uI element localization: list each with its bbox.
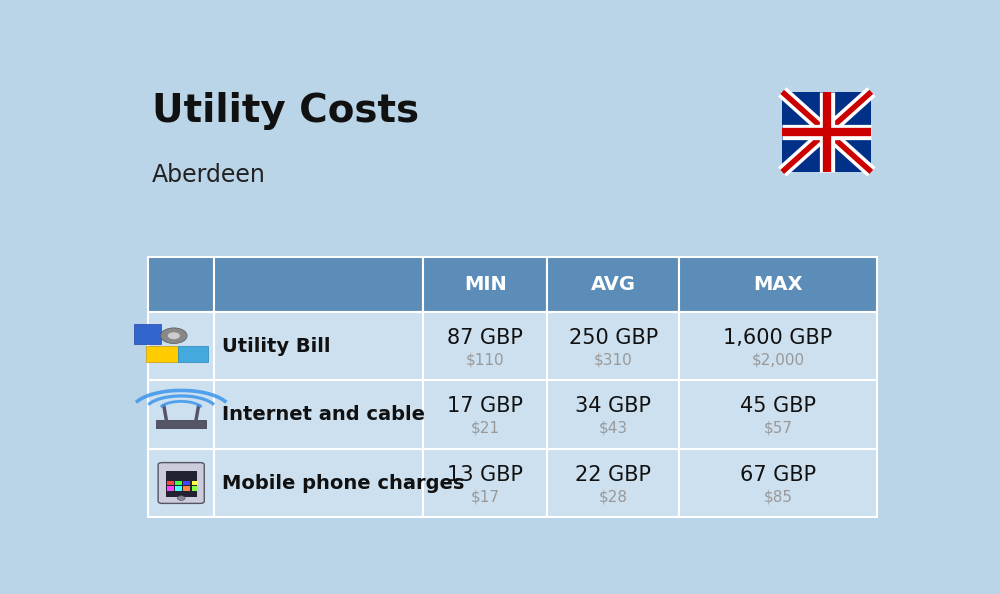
Text: 13 GBP: 13 GBP — [447, 465, 523, 485]
Bar — [214, 380, 423, 449]
Bar — [148, 312, 214, 380]
Bar — [167, 481, 174, 485]
Text: Utility Bill: Utility Bill — [222, 337, 330, 356]
Bar — [679, 449, 877, 517]
Text: 22 GBP: 22 GBP — [575, 465, 651, 485]
Bar — [175, 486, 182, 491]
Bar — [423, 312, 547, 380]
Bar — [183, 481, 190, 485]
Bar — [166, 471, 197, 497]
Bar — [679, 257, 877, 312]
Text: Utility Costs: Utility Costs — [152, 92, 419, 130]
Bar — [134, 324, 161, 345]
Bar — [156, 420, 206, 428]
Text: $110: $110 — [466, 352, 505, 367]
Bar — [547, 380, 679, 449]
Text: Internet and cable: Internet and cable — [222, 405, 425, 424]
Text: Mobile phone charges: Mobile phone charges — [222, 473, 464, 492]
Circle shape — [167, 332, 180, 340]
Text: $85: $85 — [763, 489, 792, 504]
Circle shape — [161, 328, 187, 343]
Bar — [146, 346, 178, 362]
Text: 17 GBP: 17 GBP — [447, 396, 523, 416]
Text: $17: $17 — [471, 489, 500, 504]
Text: AVG: AVG — [591, 274, 636, 293]
Text: Aberdeen: Aberdeen — [152, 163, 266, 187]
Text: 67 GBP: 67 GBP — [740, 465, 816, 485]
Text: $28: $28 — [599, 489, 628, 504]
Bar — [148, 449, 214, 517]
Bar — [423, 449, 547, 517]
Bar — [192, 481, 198, 485]
Bar — [423, 380, 547, 449]
Text: 87 GBP: 87 GBP — [447, 328, 523, 348]
Bar — [148, 257, 214, 312]
Text: 250 GBP: 250 GBP — [569, 328, 658, 348]
Text: $21: $21 — [471, 421, 500, 436]
Text: MIN: MIN — [464, 274, 507, 293]
Bar — [782, 92, 871, 172]
Bar — [547, 312, 679, 380]
Bar — [175, 481, 182, 485]
Bar — [679, 312, 877, 380]
Text: 34 GBP: 34 GBP — [575, 396, 651, 416]
Bar — [547, 449, 679, 517]
Text: 1,600 GBP: 1,600 GBP — [723, 328, 833, 348]
Bar — [178, 346, 208, 362]
Bar — [423, 257, 547, 312]
Text: 45 GBP: 45 GBP — [740, 396, 816, 416]
Bar — [148, 380, 214, 449]
Text: $43: $43 — [599, 421, 628, 436]
Text: $310: $310 — [594, 352, 633, 367]
Circle shape — [177, 496, 185, 500]
Bar — [214, 257, 423, 312]
Bar — [214, 449, 423, 517]
Bar — [214, 312, 423, 380]
Bar — [679, 380, 877, 449]
FancyBboxPatch shape — [158, 463, 204, 503]
Bar — [183, 486, 190, 491]
Bar — [192, 486, 198, 491]
Text: $2,000: $2,000 — [751, 352, 804, 367]
Bar — [547, 257, 679, 312]
Bar — [167, 486, 174, 491]
Text: MAX: MAX — [753, 274, 803, 293]
Text: $57: $57 — [763, 421, 792, 436]
